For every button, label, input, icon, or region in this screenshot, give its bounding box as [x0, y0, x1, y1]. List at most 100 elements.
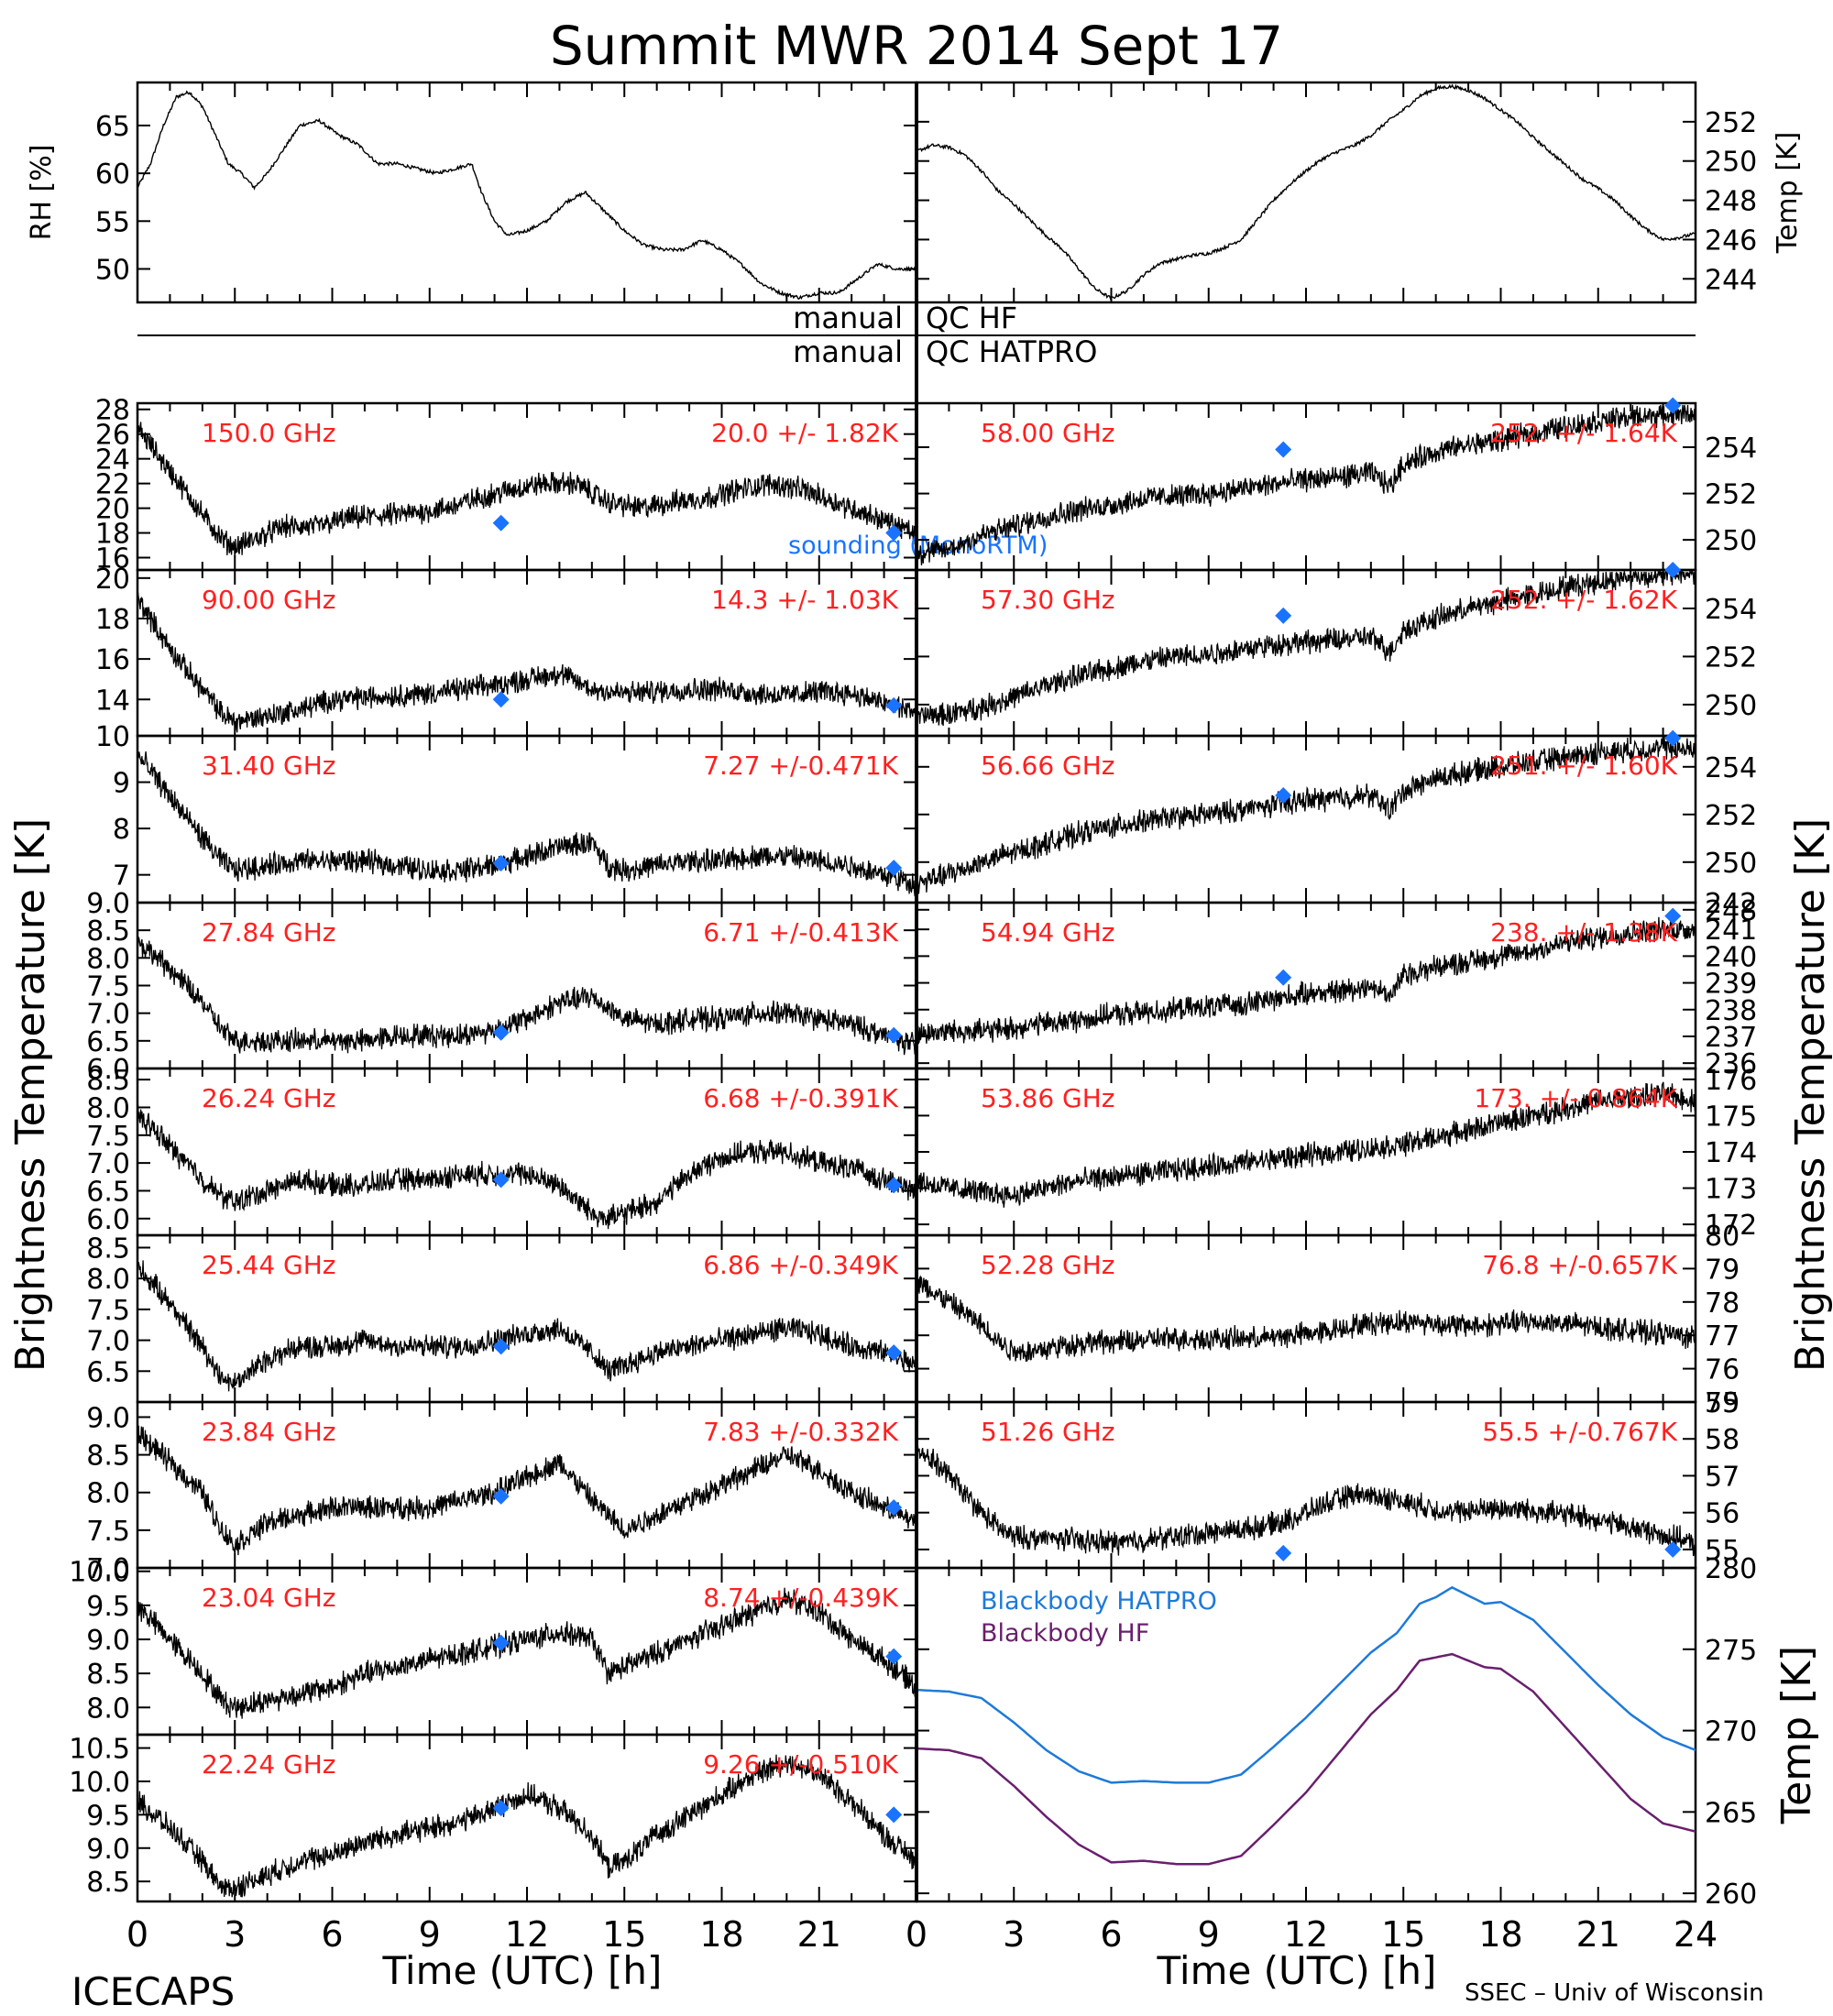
y-tick-label: 24 — [95, 444, 130, 477]
y-tick-label: 242 — [1705, 888, 1757, 920]
y-tick-label: 78 — [1705, 1287, 1740, 1320]
series-ch5126 — [916, 1442, 1696, 1557]
channel-frequency-label: 25.44 GHz — [202, 1250, 336, 1280]
y-tick-label: 7.0 — [86, 1553, 130, 1585]
panel-ch2224: 8.59.09.510.010.5 22.24 GHz 9.26 +/-0.510K — [69, 1734, 918, 1903]
sounding-marker — [492, 691, 510, 708]
panel-ch3140: 7 8 9 10 31.40 GHz 7.27 +/-0.471K — [95, 721, 918, 904]
x-tick-label: 9 — [1198, 1914, 1220, 1955]
y-tick-label: 270 — [1705, 1716, 1757, 1748]
sounding-marker — [885, 524, 903, 542]
sounding-marker — [885, 1344, 903, 1362]
series-ch5386 — [916, 1081, 1696, 1208]
y-tick-label: 240 — [1705, 941, 1757, 973]
channel-stats-label: 6.86 +/-0.349K — [703, 1250, 898, 1280]
sounding-marker — [1664, 397, 1682, 414]
y-tick-label: 20 — [95, 564, 130, 596]
y-tick-label: 8.0 — [86, 1693, 130, 1725]
x-tick-label: 12 — [1284, 1914, 1328, 1955]
y-tick-label: 8.5 — [86, 1441, 130, 1473]
y-tick-label: 7.0 — [86, 1326, 130, 1358]
channel-stats-label: 252. +/- 1.62K — [1490, 585, 1677, 615]
y-tick-label: 254 — [1705, 752, 1757, 784]
y-tick-label: 275 — [1705, 1635, 1757, 1667]
sounding-marker — [885, 860, 903, 877]
sounding-marker — [1275, 1544, 1292, 1561]
y-tick-label: 55 — [1705, 1535, 1740, 1567]
y-tick-label: 20 — [95, 494, 130, 526]
figure-title: Summit MWR 2014 Sept 17 — [550, 15, 1283, 77]
panel-ch2624: 6.06.57.07.58.08.5 26.24 GHz 6.68 +/-0.391… — [86, 1065, 918, 1237]
channel-stats-label: 20.0 +/- 1.82K — [711, 418, 898, 448]
x-tick-label: 12 — [505, 1914, 549, 1955]
y-tick-label: 7.5 — [86, 1295, 130, 1327]
y-tick-label: 239 — [1705, 969, 1757, 1001]
panel-frame — [915, 81, 1697, 304]
series-ch2784 — [137, 931, 917, 1056]
y-tick-label: 252 — [1705, 107, 1757, 139]
y-tick-label: 244 — [1705, 264, 1757, 296]
sounding-marker — [492, 1171, 510, 1189]
x-tick-label: 3 — [224, 1914, 246, 1955]
x-tick-label: 0 — [126, 1914, 148, 1955]
sounding-marker — [492, 1024, 510, 1041]
sounding-marker — [492, 1487, 510, 1505]
channel-frequency-label: 27.84 GHz — [202, 917, 336, 948]
y-tick-label: 265 — [1705, 1797, 1757, 1829]
panel-ch2784: 6.06.57.07.58.08.59.0 27.84 GHz 6.71 +/-0.… — [86, 888, 918, 1086]
series-ch2304 — [137, 1587, 917, 1719]
qc-hf-label: QC HF — [926, 301, 1017, 335]
y-tick-label: 55 — [95, 206, 130, 238]
qc-hf-manual-label: manual — [793, 301, 903, 335]
y-tick-label: 248 — [1705, 895, 1757, 927]
x-tick-label: 9 — [419, 1914, 441, 1955]
y-tick-label: 75 — [1705, 1387, 1740, 1419]
panel-ch2544: 6.57.07.58.08.5 25.44 GHz 6.86 +/-0.349K — [86, 1233, 918, 1404]
sounding-marker — [1664, 562, 1682, 578]
series-ch5494 — [916, 916, 1696, 1046]
panel-ch2304: 8.08.59.09.510.0 23.04 GHz 8.74 +/-0.439K — [69, 1557, 918, 1737]
y-tick-label: 10.0 — [69, 1767, 130, 1799]
y-tick-label: 6.5 — [86, 1026, 130, 1058]
y-tick-label: 7.5 — [86, 1516, 130, 1548]
y-tick-label: 238 — [1705, 995, 1757, 1027]
series-ch2224 — [137, 1754, 917, 1898]
legend-entry: Blackbody HATPRO — [981, 1587, 1217, 1616]
sounding-marker — [885, 696, 903, 714]
y-tick-label: 9.0 — [86, 1402, 130, 1434]
y-tick-label: 22 — [95, 469, 130, 501]
y-tick-label: 77 — [1705, 1320, 1740, 1353]
series-ch5800 — [916, 404, 1696, 566]
y-tick-label: 260 — [1705, 1879, 1757, 1911]
y-tick-label: 57 — [1705, 1461, 1740, 1493]
channel-stats-label: 252. +/- 1.64K — [1490, 418, 1677, 448]
y-tick-label: 252 — [1705, 641, 1757, 674]
y-tick-label: 252 — [1705, 800, 1757, 832]
channel-frequency-label: 54.94 GHz — [981, 917, 1115, 948]
y-tick-label: 16 — [95, 644, 130, 676]
channel-frequency-label: 58.00 GHz — [981, 418, 1115, 448]
sounding-marker — [1664, 729, 1682, 747]
footer-icecaps: ICECAPS — [71, 1969, 235, 2014]
panel-frame — [915, 1566, 1697, 1903]
y-tick-label: 7.5 — [86, 971, 130, 1003]
y-tick-label: 76 — [1705, 1354, 1740, 1386]
panel-rh: 50 55 60 65 RH [%] — [26, 81, 918, 304]
y-tick-label: 8 — [113, 814, 130, 846]
panel-ch5730: 250 252 254 57.30 GHz 252. +/- 1.62K — [915, 562, 1757, 738]
y-tick-label: 176 — [1705, 1065, 1757, 1097]
y-tick-label: 8.0 — [86, 1264, 130, 1296]
channel-stats-label: 251. +/- 1.60K — [1490, 751, 1677, 781]
y-tick-label: 7.0 — [86, 1148, 130, 1180]
sounding-marker — [1664, 1540, 1682, 1558]
y-tick-label: 280 — [1705, 1553, 1757, 1585]
channel-frequency-label: 23.84 GHz — [202, 1417, 336, 1447]
y-tick-label: 9.5 — [86, 1800, 130, 1832]
x-tick-label: 21 — [797, 1914, 841, 1955]
channel-stats-label: 76.8 +/-0.657K — [1482, 1250, 1677, 1280]
sounding-marker — [492, 514, 510, 531]
sounding-marker — [1275, 441, 1292, 458]
right-axis-title: Brightness Temperature [K] — [1787, 818, 1833, 1372]
